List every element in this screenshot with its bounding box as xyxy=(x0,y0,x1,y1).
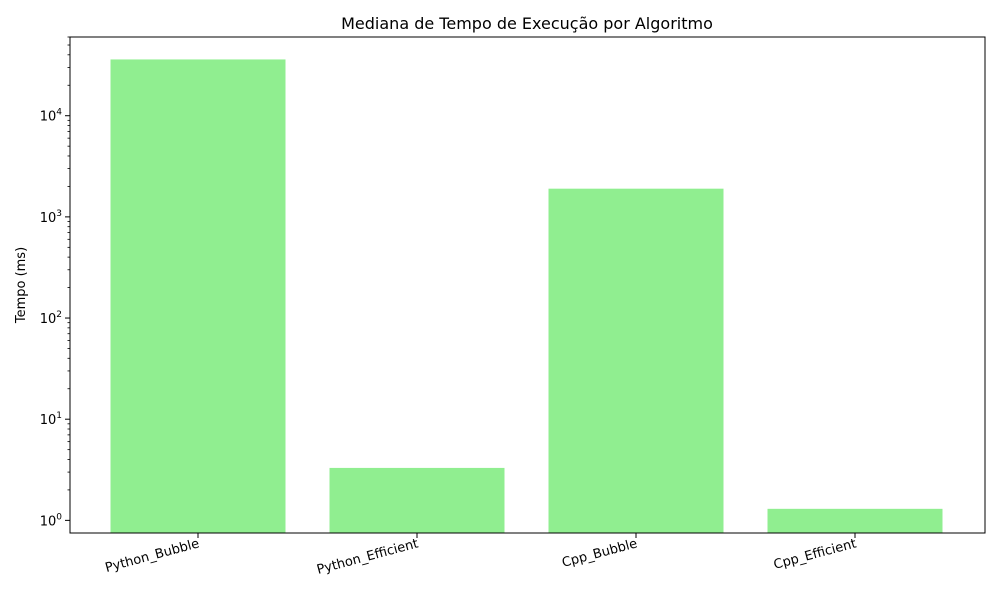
y-tick-label: 100 xyxy=(40,512,63,529)
x-tick-label: Python_Bubble xyxy=(104,536,201,576)
y-axis-label: Tempo (ms) xyxy=(14,247,29,324)
plot-frame xyxy=(69,36,986,534)
x-tick-label: Cpp_Efficient xyxy=(772,536,858,572)
bars-group xyxy=(110,59,943,533)
y-tick-label: 102 xyxy=(40,310,62,327)
bar-cpp-bubble xyxy=(548,188,724,533)
chart-title: Mediana de Tempo de Execução por Algorit… xyxy=(341,14,713,33)
bar-cpp-efficient xyxy=(767,508,943,533)
bar-python-efficient xyxy=(329,467,505,533)
y-major-ticks: 100 101 102 103 104 xyxy=(40,108,70,529)
y-tick-label: 103 xyxy=(40,209,62,226)
y-tick-label: 104 xyxy=(40,108,63,125)
x-tick-label: Cpp_Bubble xyxy=(560,536,639,571)
bar-python-bubble xyxy=(110,59,286,533)
x-tick-label: Python_Efficient xyxy=(315,536,420,578)
x-ticks: Python_Bubble Python_Efficient Cpp_Bubble C… xyxy=(104,533,858,578)
y-tick-label: 101 xyxy=(40,411,62,428)
